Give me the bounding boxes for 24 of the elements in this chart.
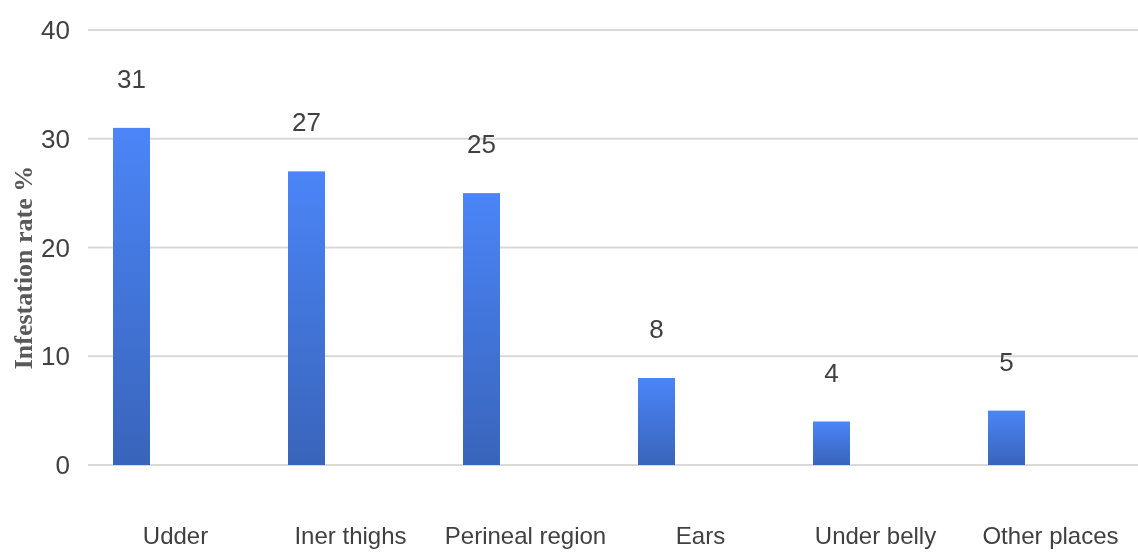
x-tick-label: Under belly	[814, 522, 937, 549]
data-label: 27	[292, 107, 321, 138]
data-label: 8	[649, 314, 664, 344]
data-label: 4	[824, 357, 839, 388]
bar	[288, 171, 325, 465]
x-tick-label: Ears	[675, 522, 726, 549]
y-tick-label: 40	[41, 15, 70, 46]
x-tick-label: Other places	[982, 522, 1119, 549]
y-tick-label: 20	[41, 232, 70, 263]
x-tick-label: Iner thighs	[294, 522, 407, 549]
y-axis-title: Infestation rate %	[9, 165, 38, 370]
data-label: 5	[999, 346, 1014, 377]
y-tick-label: 10	[41, 341, 70, 372]
bar	[813, 421, 850, 465]
y-tick-label: 0	[55, 450, 70, 481]
bar	[113, 127, 150, 465]
y-tick-label: 30	[41, 123, 70, 154]
data-label: 31	[117, 63, 146, 94]
bar	[463, 193, 500, 465]
bar	[988, 410, 1025, 465]
x-tick-label: Perineal region	[444, 522, 607, 549]
x-tick-label: Udder	[142, 522, 209, 549]
bar	[638, 378, 675, 465]
data-label: 25	[467, 129, 496, 160]
